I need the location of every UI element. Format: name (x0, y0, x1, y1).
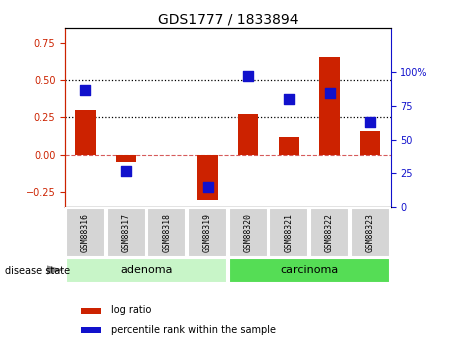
Text: disease state: disease state (5, 266, 70, 276)
Text: GSM88317: GSM88317 (122, 213, 131, 252)
Bar (66, 258, 227, 283)
Text: GSM88320: GSM88320 (244, 213, 252, 252)
Bar (351, 207, 390, 257)
Text: carcinoma: carcinoma (280, 265, 339, 275)
Bar (279, 137, 299, 155)
Point (326, 90, 333, 95)
Bar (106, 207, 146, 257)
Bar (197, 155, 218, 199)
Point (122, 168, 130, 174)
Bar (81, 308, 101, 314)
Title: GDS1777 / 1833894: GDS1777 / 1833894 (158, 12, 298, 27)
Point (204, 184, 211, 189)
Point (82, 87, 89, 93)
Text: adenoma: adenoma (120, 265, 173, 275)
Bar (188, 207, 227, 257)
Text: GSM88323: GSM88323 (366, 213, 375, 252)
Text: log ratio: log ratio (111, 305, 151, 315)
Text: percentile rank within the sample: percentile rank within the sample (111, 325, 276, 335)
Bar (147, 207, 186, 257)
Point (366, 119, 374, 125)
Text: GSM88316: GSM88316 (81, 213, 90, 252)
Text: GSM88319: GSM88319 (203, 213, 212, 252)
Bar (229, 207, 268, 257)
Bar (360, 131, 380, 155)
Bar (319, 58, 340, 155)
Text: GSM88322: GSM88322 (325, 213, 334, 252)
Point (285, 97, 292, 102)
Text: GSM88321: GSM88321 (285, 213, 293, 252)
Bar (116, 155, 136, 162)
Bar (75, 110, 96, 155)
Bar (66, 207, 105, 257)
Bar (269, 207, 308, 257)
Bar (310, 207, 349, 257)
Point (245, 74, 252, 79)
Bar (81, 327, 101, 333)
Bar (238, 114, 259, 155)
Bar (229, 258, 390, 283)
Text: GSM88318: GSM88318 (162, 213, 171, 252)
Polygon shape (46, 265, 64, 275)
